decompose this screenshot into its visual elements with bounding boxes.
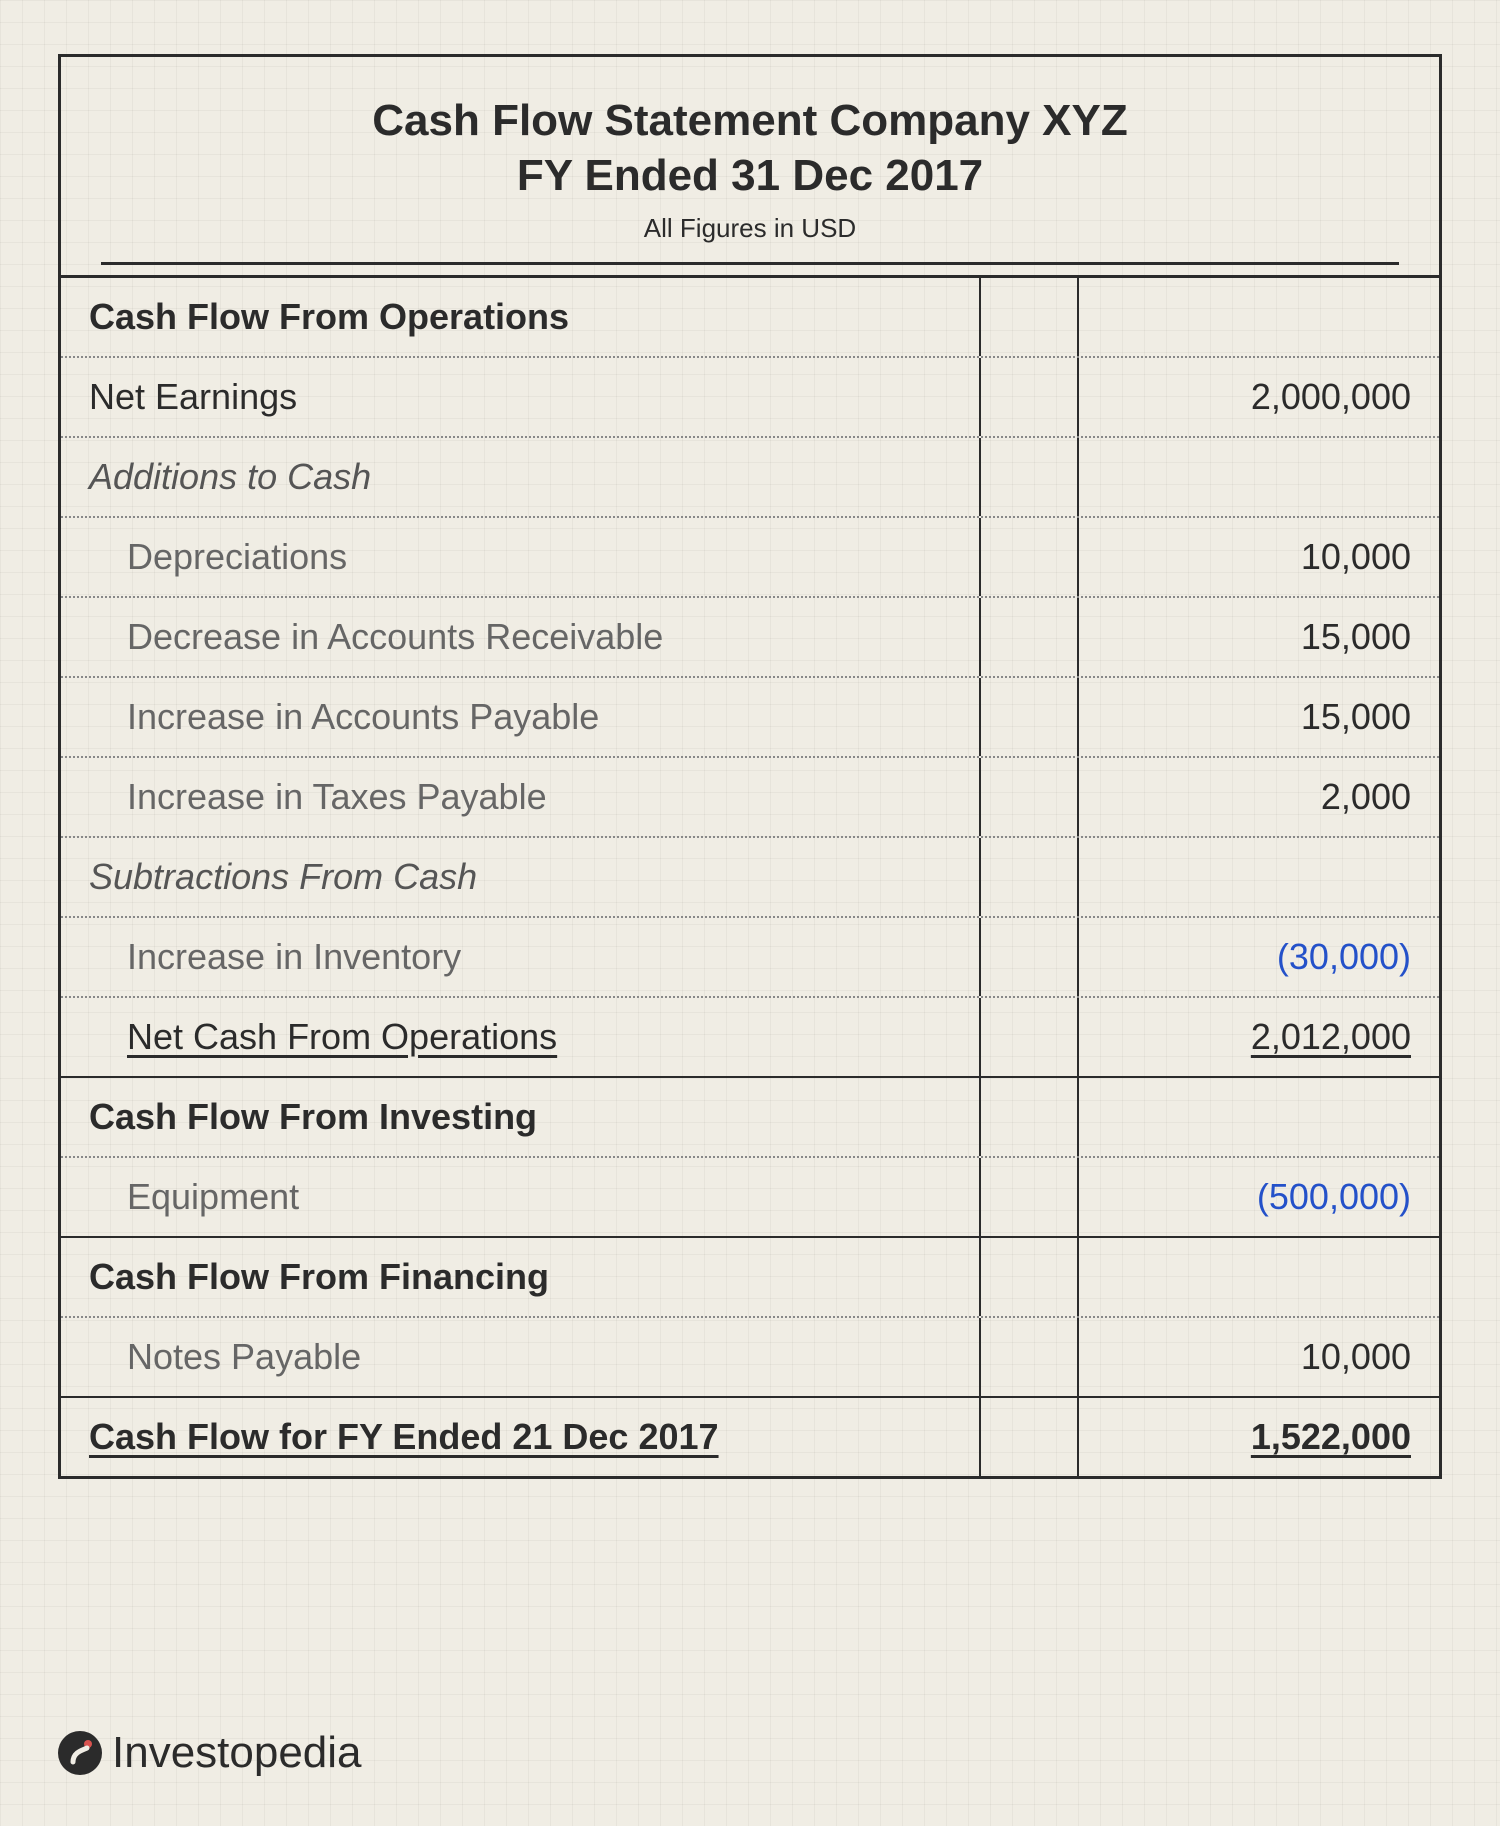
brand-footer: Investopedia xyxy=(58,1728,362,1778)
row-label: Increase in Taxes Payable xyxy=(61,758,981,836)
header-rule xyxy=(101,262,1399,265)
table-row: Subtractions From Cash xyxy=(61,838,1439,918)
statement-table: Cash Flow Statement Company XYZ FY Ended… xyxy=(58,54,1442,1479)
row-label: Cash Flow for FY Ended 21 Dec 2017 xyxy=(61,1398,981,1476)
table-header: Cash Flow Statement Company XYZ FY Ended… xyxy=(61,57,1439,278)
table-row: Cash Flow for FY Ended 21 Dec 2017 1,522,… xyxy=(61,1398,1439,1476)
row-spacer xyxy=(981,1158,1079,1236)
row-label: Equipment xyxy=(61,1158,981,1236)
subtitle: All Figures in USD xyxy=(81,213,1419,244)
row-value: 10,000 xyxy=(1079,1318,1439,1396)
table-row: Net Cash From Operations 2,012,000 xyxy=(61,998,1439,1078)
row-spacer xyxy=(981,1318,1079,1396)
table-row: Increase in Accounts Payable 15,000 xyxy=(61,678,1439,758)
row-value: 1,522,000 xyxy=(1079,1398,1439,1476)
row-value: (500,000) xyxy=(1079,1158,1439,1236)
row-spacer xyxy=(981,1238,1079,1316)
row-spacer xyxy=(981,518,1079,596)
table-row: Cash Flow From Financing xyxy=(61,1238,1439,1318)
row-value xyxy=(1079,278,1439,356)
table-row: Notes Payable 10,000 xyxy=(61,1318,1439,1398)
row-spacer xyxy=(981,758,1079,836)
row-label: Cash Flow From Investing xyxy=(61,1078,981,1156)
row-spacer xyxy=(981,998,1079,1076)
table-row: Depreciations 10,000 xyxy=(61,518,1439,598)
row-spacer xyxy=(981,598,1079,676)
row-spacer xyxy=(981,1398,1079,1476)
row-value xyxy=(1079,1078,1439,1156)
table-row: Additions to Cash xyxy=(61,438,1439,518)
row-value: 2,000,000 xyxy=(1079,358,1439,436)
row-spacer xyxy=(981,1078,1079,1156)
table-row: Cash Flow From Investing xyxy=(61,1078,1439,1158)
table-body: Cash Flow From OperationsNet Earnings 2,0… xyxy=(61,278,1439,1476)
row-label: Additions to Cash xyxy=(61,438,981,516)
row-label: Cash Flow From Financing xyxy=(61,1238,981,1316)
table-row: Increase in Inventory (30,000) xyxy=(61,918,1439,998)
row-spacer xyxy=(981,438,1079,516)
row-label: Depreciations xyxy=(61,518,981,596)
row-value: 2,000 xyxy=(1079,758,1439,836)
table-row: Increase in Taxes Payable 2,000 xyxy=(61,758,1439,838)
row-label: Net Earnings xyxy=(61,358,981,436)
row-value xyxy=(1079,1238,1439,1316)
row-label: Decrease in Accounts Receivable xyxy=(61,598,981,676)
row-label: Cash Flow From Operations xyxy=(61,278,981,356)
row-value xyxy=(1079,838,1439,916)
row-value: 15,000 xyxy=(1079,678,1439,756)
row-spacer xyxy=(981,678,1079,756)
table-row: Decrease in Accounts Receivable 15,000 xyxy=(61,598,1439,678)
row-label: Net Cash From Operations xyxy=(61,998,981,1076)
row-spacer xyxy=(981,358,1079,436)
row-label: Increase in Inventory xyxy=(61,918,981,996)
title-line-1: Cash Flow Statement Company XYZ xyxy=(81,93,1419,148)
table-row: Net Earnings 2,000,000 xyxy=(61,358,1439,438)
row-spacer xyxy=(981,838,1079,916)
row-spacer xyxy=(981,278,1079,356)
row-spacer xyxy=(981,918,1079,996)
row-label: Notes Payable xyxy=(61,1318,981,1396)
investopedia-logo-icon xyxy=(58,1731,102,1775)
brand-text: Investopedia xyxy=(112,1728,362,1778)
title-line-2: FY Ended 31 Dec 2017 xyxy=(81,148,1419,203)
row-value: 15,000 xyxy=(1079,598,1439,676)
table-row: Cash Flow From Operations xyxy=(61,278,1439,358)
row-value xyxy=(1079,438,1439,516)
row-value: 10,000 xyxy=(1079,518,1439,596)
row-value: (30,000) xyxy=(1079,918,1439,996)
row-label: Subtractions From Cash xyxy=(61,838,981,916)
table-row: Equipment (500,000) xyxy=(61,1158,1439,1238)
row-value: 2,012,000 xyxy=(1079,998,1439,1076)
row-label: Increase in Accounts Payable xyxy=(61,678,981,756)
